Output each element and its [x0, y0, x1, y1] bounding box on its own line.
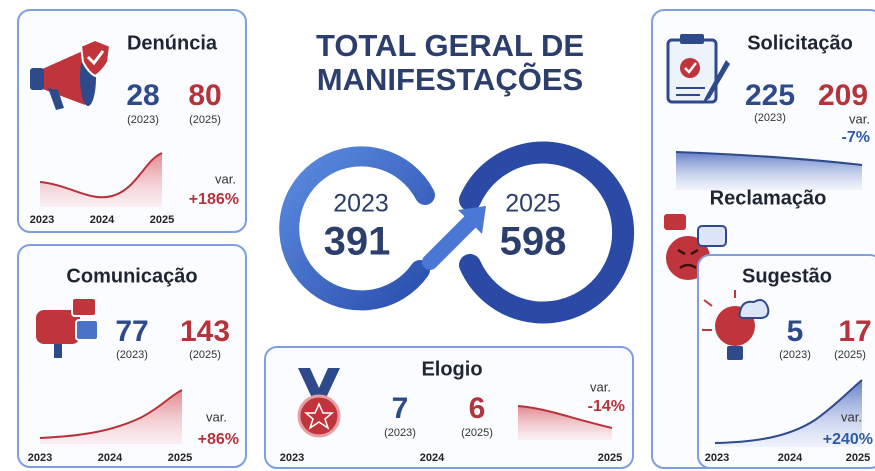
axis-label: 2024 [98, 452, 123, 464]
axis-label: 2024 [90, 214, 115, 226]
clipboard-icon [666, 34, 730, 104]
main-title: MANIFESTAÇÕES [317, 61, 583, 97]
year-label: (2025) [461, 427, 493, 439]
value-2025: 209 [818, 79, 868, 112]
var-value: +86% [198, 431, 239, 448]
card-title: Reclamação [710, 187, 827, 209]
card-title: Sugestão [742, 265, 832, 287]
year-label: (2023) [127, 114, 159, 126]
infinity-ring [279, 141, 635, 324]
var-label: var. [206, 409, 227, 424]
axis-label: 2023 [280, 452, 304, 464]
year-label: (2023) [754, 112, 786, 124]
card-title: Comunicação [66, 265, 197, 287]
year-label: (2025) [189, 349, 221, 361]
mailbox-icon [36, 297, 99, 358]
value-2023: 28 [126, 79, 159, 112]
card-title: Denúncia [127, 32, 218, 54]
year-label: (2023) [116, 349, 148, 361]
axis-label: 2025 [846, 452, 870, 464]
sparkline [39, 389, 183, 439]
value-2025: 143 [180, 315, 230, 348]
axis-label: 2025 [150, 214, 174, 226]
sparkline-area [676, 152, 862, 190]
card-title: Solicitação [747, 32, 853, 54]
sparkline-area [40, 390, 182, 444]
axis-label: 2024 [778, 452, 803, 464]
sparkline [675, 151, 863, 166]
axis-label: 2023 [28, 452, 52, 464]
var-value: -14% [588, 398, 625, 415]
var-label: var. [590, 379, 611, 394]
value-2023: 77 [115, 315, 148, 348]
axis-label: 2024 [420, 452, 445, 464]
year-label: (2025) [834, 349, 866, 361]
megaphone-icon [30, 38, 112, 110]
var-label: var. [849, 111, 870, 126]
sparkline [714, 379, 863, 444]
sparkline [39, 152, 163, 199]
var-label: var. [215, 171, 236, 186]
sparkline [517, 405, 613, 429]
year-label: (2023) [384, 427, 416, 439]
year-label: (2025) [189, 114, 221, 126]
axis-label: 2025 [598, 452, 622, 464]
var-value: +240% [823, 431, 873, 448]
main-title: TOTAL GERAL DE [316, 28, 584, 63]
value-2025: 6 [469, 392, 486, 425]
total-value: 598 [500, 220, 567, 264]
total-year: 2023 [333, 190, 389, 218]
medal-icon [297, 368, 341, 438]
total-year: 2025 [505, 190, 561, 218]
bulb-icon [702, 290, 770, 360]
value-2023: 7 [392, 392, 409, 425]
var-value: +186% [189, 191, 239, 208]
sparkline-area [40, 153, 162, 207]
value-2023: 5 [787, 315, 804, 348]
sparkline-area [715, 380, 862, 447]
card-title: Elogio [421, 358, 482, 380]
axis-label: 2023 [705, 452, 729, 464]
year-label: (2023) [779, 349, 811, 361]
total-value: 391 [324, 220, 391, 264]
var-value: -7% [842, 129, 870, 146]
axis-label: 2025 [168, 452, 192, 464]
var-label: var. [841, 409, 862, 424]
axis-label: 2023 [30, 214, 54, 226]
value-2025: 17 [838, 315, 871, 348]
value-2025: 80 [188, 79, 221, 112]
value-2023: 225 [745, 79, 795, 112]
sparkline-area [518, 406, 612, 440]
